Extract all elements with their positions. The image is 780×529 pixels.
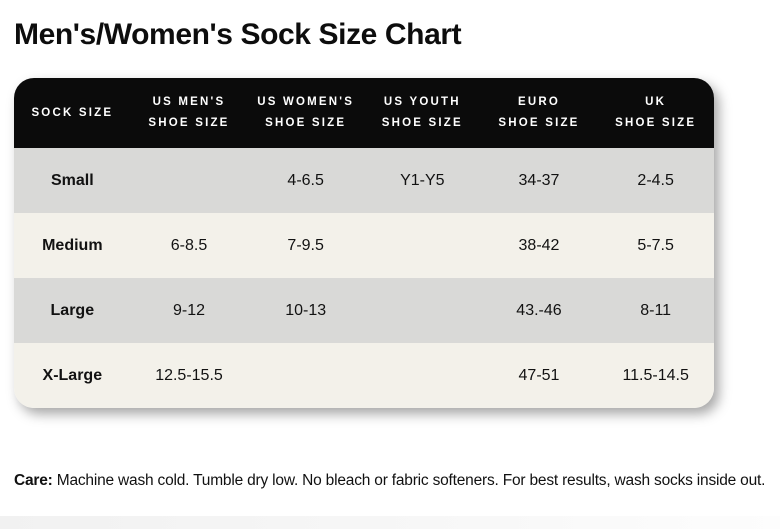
table-cell: 2-4.5: [637, 171, 674, 189]
header-line: SHOE SIZE: [265, 117, 347, 129]
section-divider: [0, 516, 780, 529]
column-header-euro: EURO SHOE SIZE: [481, 78, 598, 148]
table-cell: 12.5-15.5: [155, 366, 223, 384]
table-cell: 43.-46: [516, 301, 562, 319]
sock-size-table: SOCK SIZE US MEN'S SHOE SIZE US WOMEN'S …: [14, 78, 714, 408]
row-label: Small: [50, 171, 94, 189]
table-cell: 8-11: [640, 301, 672, 319]
column-header-us-youth: US YOUTH SHOE SIZE: [364, 78, 481, 148]
table-cell: 7-9.5: [287, 236, 324, 254]
column-header-us-womens: US WOMEN'S SHOE SIZE: [247, 78, 364, 148]
header-line: US WOMEN'S: [257, 96, 355, 108]
row-label: Medium: [42, 236, 103, 254]
table-cell: 34-37: [518, 171, 560, 189]
care-instructions: Care: Machine wash cold. Tumble dry low.…: [14, 466, 766, 495]
row-label: Large: [50, 301, 95, 319]
table-cell: [364, 278, 481, 343]
care-text: Machine wash cold. Tumble dry low. No bl…: [52, 471, 766, 489]
header-line: US YOUTH: [383, 96, 461, 108]
page-title: Men's/Women's Sock Size Chart: [14, 18, 462, 51]
table-cell: 6-8.5: [170, 236, 208, 254]
table-cell: [364, 343, 481, 408]
header-line: UK: [645, 96, 667, 108]
table-cell: 11.5-14.5: [622, 366, 689, 384]
table-row-large: Large 9-12 10-13 43.-46 8-11: [14, 278, 714, 343]
header-line: SHOE SIZE: [615, 117, 697, 129]
table-cell: 4-6.5: [287, 171, 324, 189]
header-line: SOCK SIZE: [31, 106, 114, 119]
column-header-uk: UK SHOE SIZE: [597, 78, 714, 148]
table-cell: 10-13: [285, 301, 327, 319]
table-cell: [364, 213, 481, 278]
table-header-row: SOCK SIZE US MEN'S SHOE SIZE US WOMEN'S …: [14, 78, 714, 148]
header-line: SHOE SIZE: [381, 117, 463, 129]
table-row-medium: Medium 6-8.5 7-9.5 38-42 5-7.5: [14, 213, 714, 278]
header-line: SHOE SIZE: [498, 117, 580, 129]
table-row-x-large: X-Large 12.5-15.5 47-51 11.5-14.5: [14, 343, 714, 408]
table-cell: 47-51: [518, 366, 560, 384]
column-header-us-mens: US MEN'S SHOE SIZE: [131, 78, 248, 148]
table-cell: [131, 148, 248, 213]
header-line: EURO: [517, 96, 560, 108]
table-cell: 5-7.5: [637, 236, 674, 254]
header-line: US MEN'S: [152, 96, 226, 108]
column-header-sock-size: SOCK SIZE: [14, 78, 131, 148]
table-cell: [247, 343, 364, 408]
table-cell: 9-12: [172, 301, 205, 319]
header-line: SHOE SIZE: [148, 117, 230, 129]
care-label: Care:: [14, 471, 53, 489]
table-cell: Y1-Y5: [400, 171, 445, 189]
table-cell: 38-42: [518, 236, 560, 254]
row-label: X-Large: [42, 366, 103, 384]
table-row-small: Small 4-6.5 Y1-Y5 34-37 2-4.5: [14, 148, 714, 213]
